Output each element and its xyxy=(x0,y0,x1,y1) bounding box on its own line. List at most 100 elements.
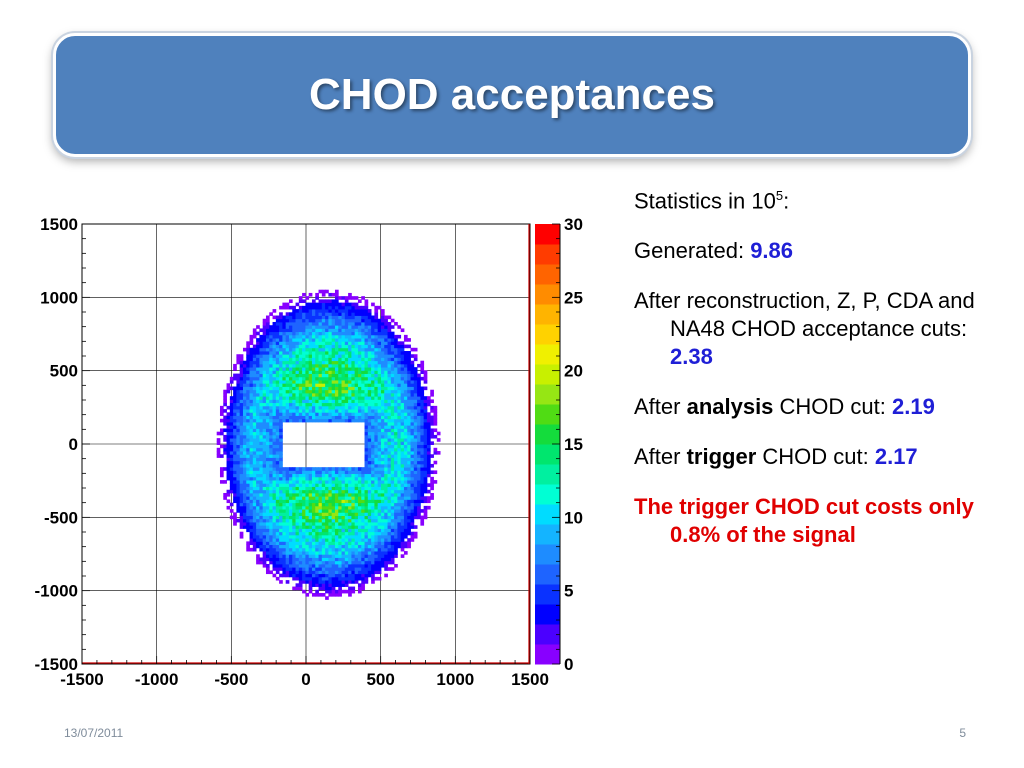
heatmap-cell xyxy=(252,376,257,381)
heatmap-cell xyxy=(325,509,329,513)
color-scale-band xyxy=(535,604,560,625)
heatmap-cell xyxy=(387,489,392,494)
y-tick-label: 1500 xyxy=(40,215,78,234)
heatmap-cell xyxy=(354,525,359,529)
heatmap-cell xyxy=(367,444,372,449)
heatmap-cell xyxy=(384,476,388,481)
heatmap-cell xyxy=(325,486,329,491)
heatmap-cell xyxy=(321,470,326,475)
heatmap-cell xyxy=(282,483,287,487)
heatmap-cell xyxy=(400,383,405,387)
heatmap-cell xyxy=(341,402,346,407)
heatmap-cell xyxy=(397,457,402,462)
heatmap-cell xyxy=(400,473,405,478)
heatmap-cell xyxy=(371,567,375,571)
heatmap-cell xyxy=(279,347,283,352)
heatmap-cell xyxy=(239,483,244,487)
heatmap-cell xyxy=(226,438,231,442)
heatmap-cell xyxy=(242,499,247,504)
heatmap-cell xyxy=(348,499,352,504)
heatmap-cell xyxy=(400,373,405,378)
heatmap-cell xyxy=(403,528,408,533)
heatmap-cell xyxy=(239,386,244,391)
heatmap-cell xyxy=(308,383,313,387)
heatmap-cell xyxy=(341,318,346,323)
heatmap-cell xyxy=(308,544,313,549)
heatmap-cell xyxy=(394,389,398,394)
heatmap-cell xyxy=(269,476,273,481)
heatmap-cell xyxy=(288,299,293,304)
heatmap-cell xyxy=(367,383,372,387)
heatmap-cell xyxy=(407,360,411,365)
heatmap-cell xyxy=(295,312,300,316)
heatmap-cell xyxy=(318,357,323,362)
heatmap-cell xyxy=(236,380,241,384)
heatmap-cell xyxy=(397,367,402,371)
heatmap-cell xyxy=(387,331,392,336)
heatmap-cell xyxy=(331,557,336,562)
heatmap-cell xyxy=(256,438,260,442)
heatmap-cell xyxy=(407,483,411,487)
heatmap-cell xyxy=(420,434,425,439)
heatmap-cell xyxy=(298,476,303,481)
heatmap-cell xyxy=(311,318,316,323)
heatmap-cell xyxy=(410,370,415,374)
heatmap-cell xyxy=(285,580,290,584)
heatmap-cell xyxy=(318,528,323,533)
heatmap-cell xyxy=(351,534,356,539)
heatmap-cell xyxy=(269,460,273,465)
heatmap-cell xyxy=(275,515,280,520)
heatmap-cell xyxy=(387,486,392,491)
heatmap-cell xyxy=(354,486,359,491)
heatmap-cell xyxy=(357,505,362,510)
heatmap-cell xyxy=(364,422,369,426)
heatmap-cell xyxy=(252,399,257,404)
heatmap-cell xyxy=(265,418,270,423)
heatmap-cell xyxy=(321,383,326,387)
heatmap-cell xyxy=(302,312,306,316)
heatmap-cell xyxy=(394,486,398,491)
heatmap-cell xyxy=(298,396,303,400)
heatmap-cell xyxy=(292,551,296,555)
heatmap-cell xyxy=(380,325,385,329)
heatmap-cell xyxy=(325,389,329,394)
heatmap-cell xyxy=(321,344,326,349)
heatmap-cell xyxy=(380,354,385,358)
heatmap-cell xyxy=(265,321,270,326)
heatmap-cell xyxy=(318,467,323,471)
heatmap-cell xyxy=(407,354,411,358)
heatmap-cell xyxy=(351,544,356,549)
heatmap-cell xyxy=(318,331,323,336)
heatmap-cell xyxy=(384,480,388,484)
heatmap-cell xyxy=(334,541,339,546)
heatmap-cell xyxy=(295,309,300,313)
heatmap-cell xyxy=(351,402,356,407)
color-scale-label: 10 xyxy=(564,508,583,527)
heatmap-cell xyxy=(265,541,270,546)
heatmap-cell xyxy=(298,399,303,404)
heatmap-cell xyxy=(348,334,352,339)
heatmap-cell xyxy=(394,492,398,497)
heatmap-cell xyxy=(387,476,392,481)
heatmap-cell xyxy=(403,534,408,539)
heatmap-cell xyxy=(410,502,415,507)
heatmap-cell xyxy=(371,480,375,484)
heatmap-cell xyxy=(331,344,336,349)
heatmap-cell xyxy=(315,515,319,520)
heatmap-cell xyxy=(292,525,296,529)
heatmap-cell xyxy=(341,522,346,526)
heatmap-cell xyxy=(272,509,277,513)
heatmap-cell xyxy=(325,473,329,478)
heatmap-cell xyxy=(246,376,250,381)
heatmap-cell xyxy=(295,483,300,487)
heatmap-cell xyxy=(298,315,303,320)
heatmap-cell xyxy=(400,444,405,449)
heatmap-cell xyxy=(292,412,296,416)
heatmap-cell xyxy=(279,422,283,426)
heatmap-cell xyxy=(390,512,395,516)
heatmap-cell xyxy=(364,347,369,352)
heatmap-cell xyxy=(298,505,303,510)
heatmap-cell xyxy=(367,560,372,565)
heatmap-cell xyxy=(298,344,303,349)
heatmap-cell xyxy=(318,483,323,487)
